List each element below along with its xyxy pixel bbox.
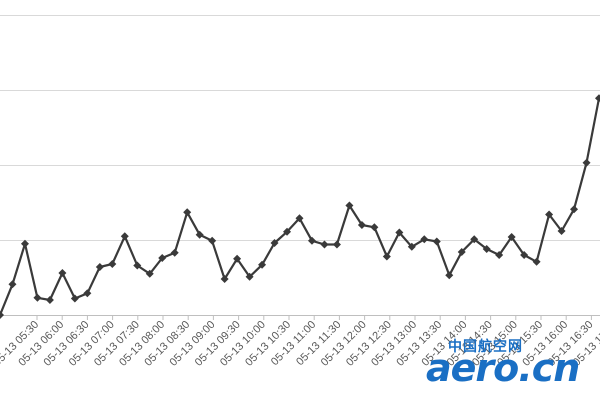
data-point-marker [532, 257, 541, 266]
data-point-marker [145, 269, 154, 278]
data-point-marker [70, 294, 79, 303]
data-point-marker [357, 221, 366, 229]
data-point-marker [432, 237, 441, 246]
data-point-marker [83, 289, 92, 298]
data-point-marker [570, 205, 579, 214]
series-line [0, 98, 600, 316]
data-point-marker [270, 239, 279, 247]
data-point-marker [395, 228, 404, 237]
data-point-marker [382, 252, 391, 261]
data-point-marker [495, 251, 504, 259]
data-point-marker [195, 230, 204, 239]
data-point-marker [457, 248, 466, 256]
data-point-marker [420, 235, 429, 244]
data-point-marker [370, 223, 379, 232]
data-point-marker [208, 236, 217, 245]
data-point-marker [120, 232, 129, 241]
data-point-marker [0, 311, 4, 319]
data-point-marker [283, 227, 292, 236]
data-point-marker [320, 240, 329, 249]
data-point-marker [245, 272, 254, 281]
data-point-marker [445, 271, 454, 280]
data-point-marker [8, 280, 17, 289]
data-point-marker [183, 208, 192, 217]
aero-cn-watermark-logo: 中国航空网 aero.cn [426, 336, 596, 398]
data-point-marker [258, 260, 267, 269]
data-point-marker [170, 248, 179, 257]
data-point-marker [233, 254, 242, 263]
data-point-marker [582, 158, 591, 167]
data-point-marker [133, 261, 142, 270]
data-point-marker [295, 214, 304, 223]
data-point-marker [220, 275, 229, 283]
data-point-marker [470, 235, 479, 244]
data-point-marker [507, 233, 516, 241]
data-point-marker [45, 296, 54, 304]
watermark-domain-text: aero.cn [426, 346, 580, 390]
data-point-marker [482, 245, 491, 253]
data-point-marker [332, 240, 341, 249]
data-point-marker [345, 201, 354, 210]
data-point-marker [520, 251, 529, 259]
data-point-marker [20, 239, 29, 248]
data-point-marker [33, 293, 42, 302]
watermark-chinese-text: 中国航空网 [448, 339, 523, 355]
data-point-marker [595, 94, 600, 103]
data-point-marker [557, 227, 566, 235]
data-point-marker [545, 210, 554, 219]
data-point-marker [307, 236, 316, 245]
data-point-marker [407, 242, 416, 251]
data-point-marker [58, 269, 67, 277]
data-point-marker [158, 254, 167, 262]
data-point-marker [95, 263, 104, 271]
data-point-marker [108, 260, 117, 268]
